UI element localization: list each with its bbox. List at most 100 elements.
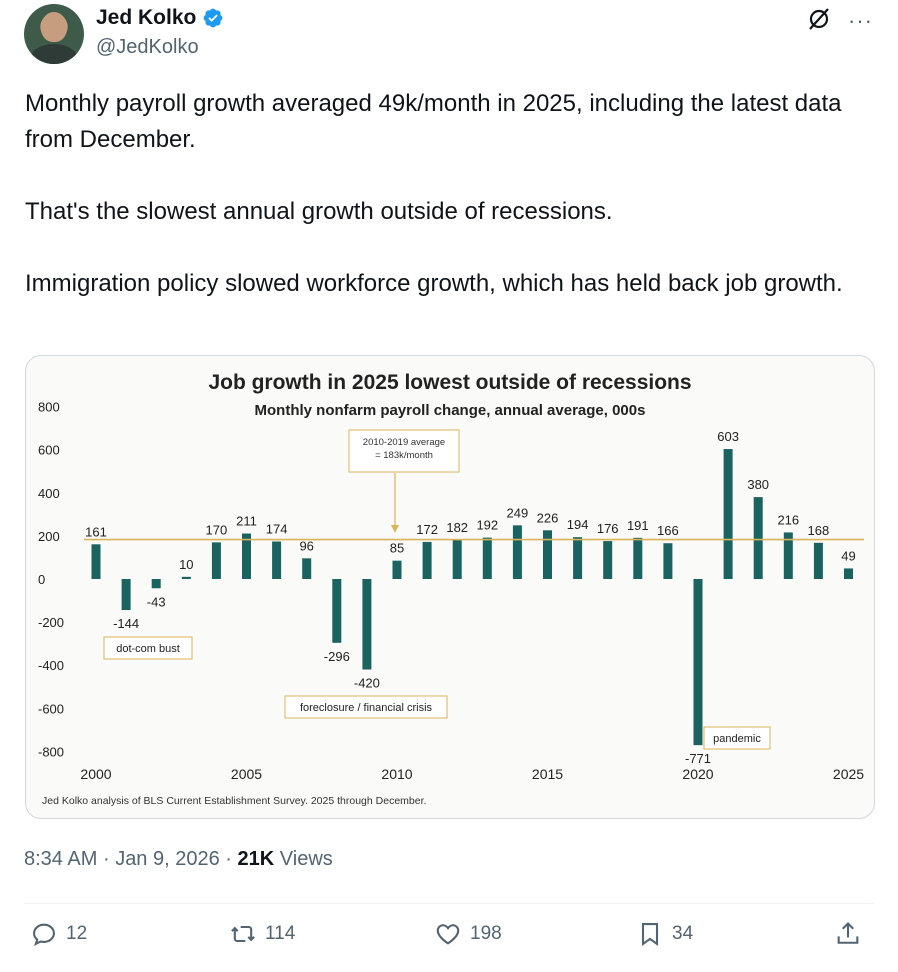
bar: [362, 579, 372, 670]
bar: [603, 541, 613, 579]
author-handle[interactable]: @JedKolko: [96, 36, 199, 58]
like-button[interactable]: 198: [434, 920, 502, 948]
bar: [482, 537, 492, 579]
y-tick-label: -800: [38, 744, 64, 759]
bar-value-label: -144: [113, 616, 139, 631]
share-icon: [837, 922, 859, 944]
bar: [844, 568, 853, 579]
avatar-face: [41, 12, 67, 42]
tweet-paragraph: Immigration policy slowed workforce grow…: [25, 270, 843, 297]
y-tick-label: 400: [38, 486, 60, 501]
annotation-box: [703, 726, 771, 750]
bar-value-label: 216: [777, 512, 799, 527]
bar: [211, 542, 221, 579]
job-growth-chart: Job growth in 2025 lowest outside of rec…: [38, 371, 864, 807]
annotation-label: foreclosure / financial crisis: [300, 702, 433, 714]
repost-button[interactable]: 114: [229, 920, 295, 948]
bar: [512, 525, 522, 579]
reference-label-box: [348, 429, 460, 473]
bar-value-label: 192: [476, 518, 498, 533]
avatar-shirt: [30, 44, 78, 64]
more-options-icon[interactable]: ···: [848, 8, 873, 33]
bar-value-label: -420: [354, 676, 380, 691]
avatar[interactable]: [24, 4, 84, 64]
author-name[interactable]: Jed Kolko: [96, 6, 197, 29]
bar: [783, 532, 793, 579]
bar: [753, 497, 763, 579]
tweet-text: Monthly payroll growth averaged 49k/mont…: [25, 86, 865, 338]
like-count: 198: [470, 923, 502, 944]
bar: [121, 579, 131, 611]
reply-icon: [33, 923, 55, 947]
y-tick-label: 600: [38, 443, 60, 458]
bar-value-label: 249: [507, 505, 529, 520]
x-tick-label: 2015: [532, 766, 563, 782]
chart-title: Job growth in 2025 lowest outside of rec…: [208, 371, 691, 394]
heart-icon: [436, 924, 460, 945]
annotation-box: [284, 695, 448, 719]
bar-value-label: 166: [657, 523, 679, 538]
bar: [332, 579, 342, 643]
meta-separator: ·: [102, 848, 110, 870]
x-tick-label: 2010: [381, 766, 412, 782]
y-tick-label: -400: [38, 658, 64, 673]
reference-label: 2010-2019 average: [363, 437, 445, 448]
bar-value-label: 211: [236, 514, 257, 529]
chart-image[interactable]: Job growth in 2025 lowest outside of rec…: [25, 355, 875, 819]
y-tick-label: 800: [38, 400, 60, 415]
share-button[interactable]: [834, 920, 862, 948]
grok-icon[interactable]: [806, 6, 832, 32]
bar-value-label: 226: [537, 510, 559, 525]
bar: [573, 537, 583, 579]
bar-value-label: 49: [841, 548, 855, 563]
bar: [272, 541, 282, 579]
divider: [24, 903, 874, 904]
bar: [91, 544, 101, 579]
bar: [633, 537, 643, 579]
y-tick-label: 0: [38, 572, 45, 587]
bookmark-button[interactable]: 34: [636, 920, 693, 948]
bar: [693, 579, 703, 746]
tweet-time[interactable]: 8:34 AM: [24, 848, 98, 870]
bookmark-count: 34: [672, 923, 694, 944]
bar-value-label: -771: [685, 751, 711, 766]
reference-arrow: [391, 525, 399, 533]
annotations: dot-com bust foreclosure / financial cris…: [103, 636, 771, 750]
bar: [422, 541, 432, 579]
x-tick-label: 2025: [833, 766, 864, 782]
bar-value-label: 85: [390, 541, 404, 556]
bar-value-label: 96: [299, 538, 313, 553]
views-count: 21K: [237, 848, 275, 870]
y-axis: 800 600 400 200 0 -200 -400 -600 -800: [38, 400, 64, 760]
repost-icon: [231, 925, 255, 943]
bar-value-label: 182: [446, 520, 468, 535]
bar-value-label: 172: [416, 522, 438, 537]
tweet-paragraph: That's the slowest annual growth outside…: [25, 198, 613, 225]
bar-value-label: 191: [627, 518, 649, 533]
views-label: Views: [279, 848, 333, 870]
bar-value-label: 168: [808, 523, 830, 538]
tweet-date[interactable]: Jan 9, 2026: [115, 848, 220, 870]
action-bar: 12 114 198 34: [24, 920, 874, 960]
author-name-row[interactable]: Jed Kolko: [96, 6, 224, 30]
y-tick-label: -200: [38, 615, 64, 630]
y-tick-label: 200: [38, 529, 60, 544]
tweet-meta: 8:34 AM · Jan 9, 2026 · 21K Views: [24, 848, 333, 871]
x-tick-label: 2020: [682, 766, 713, 782]
x-axis: 2000 2005 2010 2015 2020 2025: [80, 766, 864, 782]
reply-button[interactable]: 12: [30, 920, 87, 948]
bar-value-label: 380: [747, 477, 769, 492]
x-tick-label: 2005: [231, 766, 262, 782]
x-tick-label: 2000: [80, 766, 111, 782]
bar-value-label: -43: [147, 594, 166, 609]
bar-value-label: 176: [597, 521, 619, 536]
bar: [302, 558, 312, 579]
bar: [181, 576, 191, 579]
bar: [543, 530, 552, 579]
bookmark-icon: [641, 923, 659, 946]
bar: [392, 560, 402, 579]
meta-separator: ·: [225, 848, 232, 870]
annotation-label: dot-com bust: [116, 643, 180, 655]
bar: [663, 543, 673, 579]
tweet-paragraph: Monthly payroll growth averaged 49k/mont…: [25, 90, 842, 153]
